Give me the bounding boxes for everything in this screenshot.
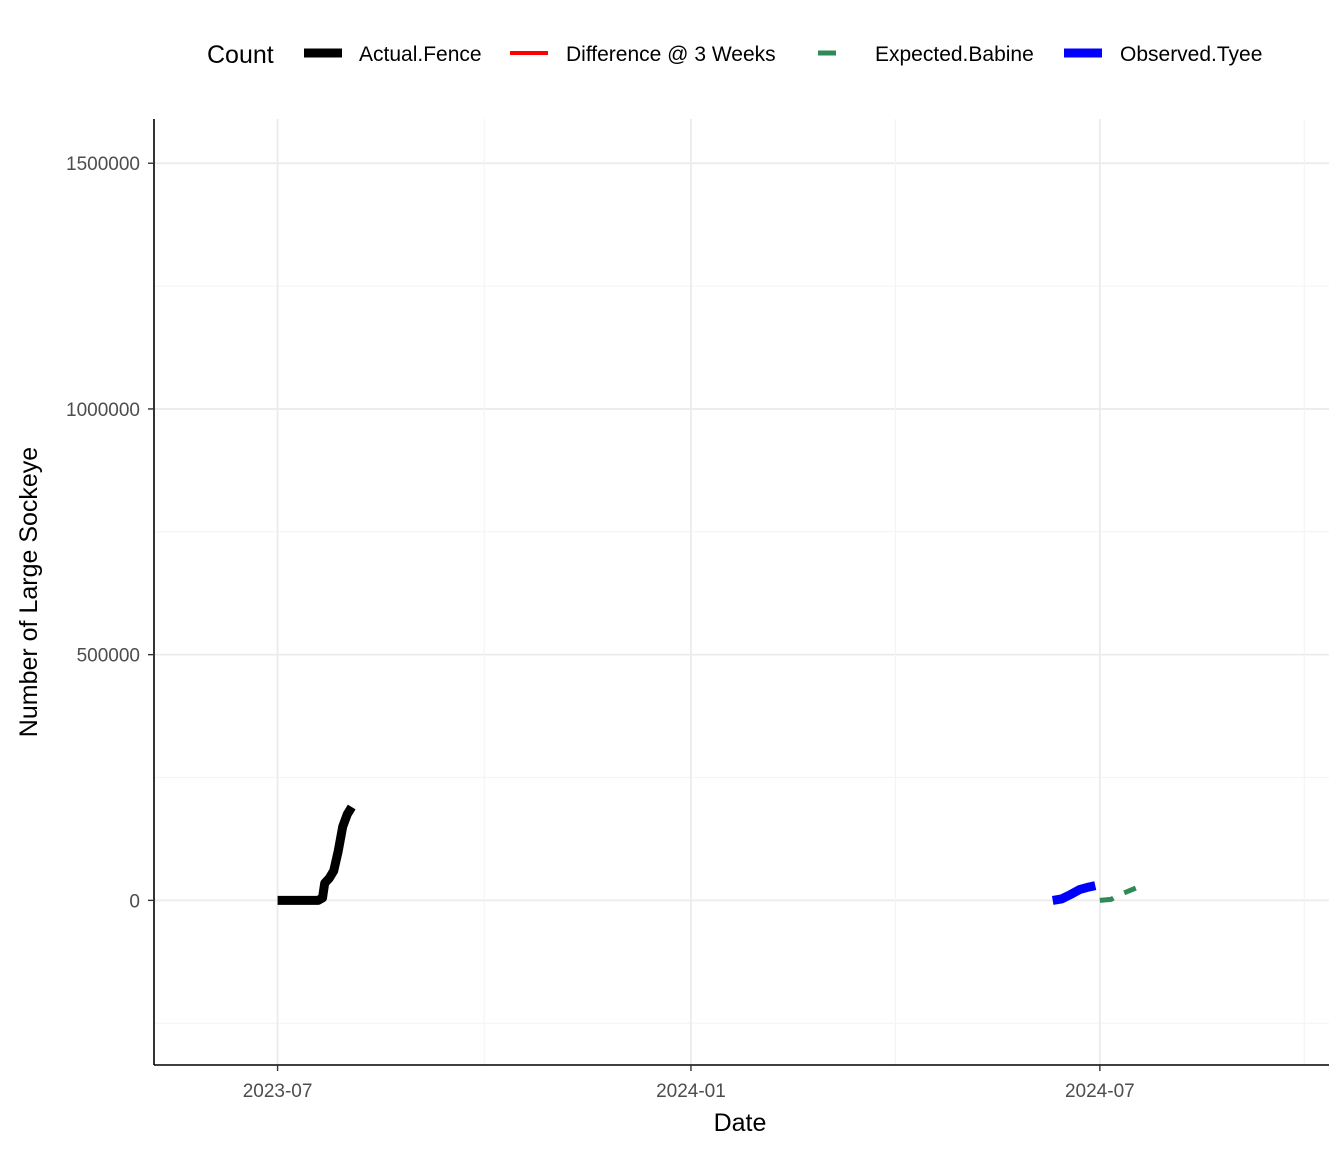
x-tick-label: 2023-07 xyxy=(243,1081,313,1102)
y-tick-label: 1000000 xyxy=(66,400,140,421)
x-tick-label: 2024-01 xyxy=(656,1081,726,1102)
legend-item-label: Difference @ 3 Weeks xyxy=(566,43,776,66)
plot-series xyxy=(277,804,1137,905)
y-axis-title: Number of Large Sockeye xyxy=(15,447,43,737)
x-axis-title: Date xyxy=(714,1109,767,1137)
axes: 0 500000 1000000 1500000 2023-07 2024-01 2024-… xyxy=(66,119,1329,1102)
legend: Count Actual.Fence Difference @ 3 Weeks Ex… xyxy=(207,41,1262,69)
y-tick-label: 0 xyxy=(129,891,140,912)
y-tick-label: 1500000 xyxy=(66,154,140,175)
y-tick-label: 500000 xyxy=(77,646,140,667)
grid-lines xyxy=(154,119,1329,1065)
legend-item-label: Expected.Babine xyxy=(875,43,1034,66)
legend-item-label: Actual.Fence xyxy=(359,43,482,66)
x-tick-label: 2024-07 xyxy=(1065,1081,1135,1102)
series-line-expected-babine xyxy=(1099,885,1137,903)
legend-item-label: Observed.Tyee xyxy=(1120,43,1262,66)
series-line-observed-tyee xyxy=(1051,881,1097,905)
series-line-actual-fence xyxy=(277,804,356,905)
legend-title: Count xyxy=(207,41,274,69)
